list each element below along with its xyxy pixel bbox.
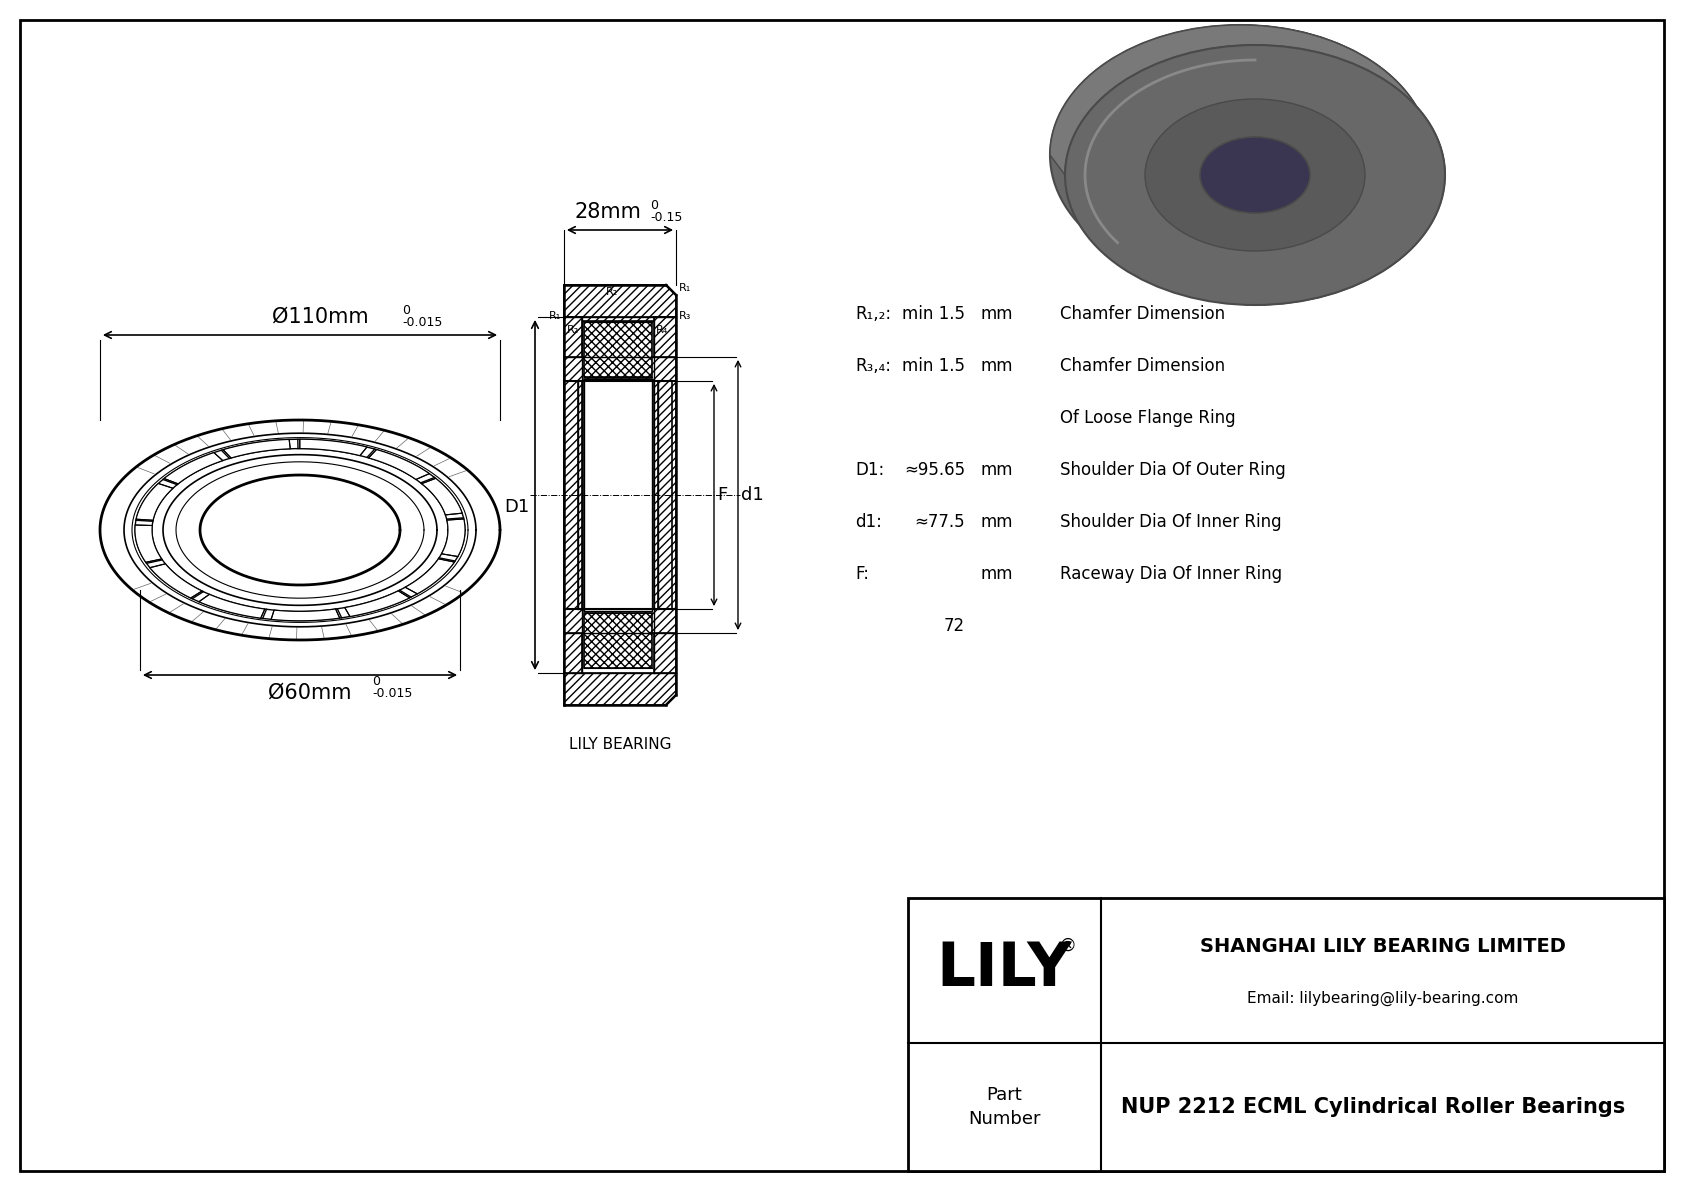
- Text: Of Loose Flange Ring: Of Loose Flange Ring: [1059, 409, 1236, 428]
- Polygon shape: [135, 525, 162, 562]
- Ellipse shape: [1051, 25, 1430, 285]
- Text: Email: lilybearing@lily-bearing.com: Email: lilybearing@lily-bearing.com: [1246, 991, 1519, 1005]
- Ellipse shape: [1064, 45, 1445, 305]
- Polygon shape: [653, 317, 675, 673]
- Text: LILY: LILY: [936, 941, 1073, 999]
- Polygon shape: [584, 613, 652, 668]
- Text: 28mm: 28mm: [574, 202, 642, 222]
- Polygon shape: [584, 379, 652, 611]
- Polygon shape: [300, 439, 367, 456]
- Polygon shape: [1051, 25, 1445, 175]
- Text: Chamfer Dimension: Chamfer Dimension: [1059, 357, 1226, 375]
- Polygon shape: [406, 559, 455, 594]
- Polygon shape: [222, 439, 290, 459]
- Text: R₃,₄:: R₃,₄:: [855, 357, 891, 375]
- Text: R₂: R₂: [568, 325, 579, 335]
- Polygon shape: [150, 563, 202, 598]
- Text: ®: ®: [1059, 937, 1076, 955]
- Text: D1: D1: [504, 498, 529, 516]
- Text: min 1.5: min 1.5: [903, 357, 965, 375]
- Text: mm: mm: [980, 357, 1012, 375]
- Text: -0.015: -0.015: [402, 316, 443, 329]
- Text: min 1.5: min 1.5: [903, 305, 965, 323]
- Bar: [584, 379, 652, 611]
- Text: Chamfer Dimension: Chamfer Dimension: [1059, 305, 1226, 323]
- Polygon shape: [564, 673, 675, 705]
- Polygon shape: [163, 453, 222, 484]
- Text: R₁: R₁: [549, 311, 561, 322]
- Text: Ø110mm: Ø110mm: [271, 307, 369, 328]
- Text: mm: mm: [980, 565, 1012, 584]
- Polygon shape: [345, 591, 409, 617]
- Text: d1: d1: [741, 486, 765, 504]
- Text: Shoulder Dia Of Inner Ring: Shoulder Dia Of Inner Ring: [1059, 513, 1282, 531]
- Ellipse shape: [1186, 117, 1295, 193]
- Text: Ø60mm: Ø60mm: [268, 682, 352, 703]
- Text: 0: 0: [650, 199, 658, 212]
- Text: R₂: R₂: [606, 287, 618, 297]
- Text: F:: F:: [855, 565, 869, 584]
- Bar: [908, 898, 1664, 1171]
- Text: D1:: D1:: [855, 461, 884, 479]
- Polygon shape: [564, 609, 675, 632]
- Polygon shape: [441, 519, 465, 556]
- Text: SHANGHAI LILY BEARING LIMITED: SHANGHAI LILY BEARING LIMITED: [1199, 936, 1566, 955]
- Text: NUP 2212 ECML Cylindrical Roller Bearings: NUP 2212 ECML Cylindrical Roller Bearing…: [1122, 1097, 1625, 1117]
- Text: 0: 0: [402, 304, 409, 317]
- Text: R₄: R₄: [657, 325, 669, 335]
- Text: -0.15: -0.15: [650, 211, 682, 224]
- Polygon shape: [658, 381, 672, 609]
- Text: LILY BEARING: LILY BEARING: [569, 737, 672, 752]
- Text: 0: 0: [372, 675, 381, 688]
- Polygon shape: [564, 285, 675, 317]
- Polygon shape: [564, 285, 675, 322]
- Text: mm: mm: [980, 305, 1012, 323]
- Ellipse shape: [1145, 99, 1366, 251]
- Text: Part
Number: Part Number: [968, 1086, 1041, 1128]
- Text: Shoulder Dia Of Outer Ring: Shoulder Dia Of Outer Ring: [1059, 461, 1287, 479]
- Text: mm: mm: [980, 461, 1012, 479]
- Text: F: F: [717, 486, 727, 504]
- Polygon shape: [136, 484, 173, 520]
- Polygon shape: [564, 357, 675, 381]
- Polygon shape: [1239, 25, 1445, 305]
- Text: ≈77.5: ≈77.5: [914, 513, 965, 531]
- Text: mm: mm: [980, 513, 1012, 531]
- Polygon shape: [199, 594, 264, 618]
- Polygon shape: [564, 381, 578, 609]
- Text: ≈95.65: ≈95.65: [904, 461, 965, 479]
- Text: -0.015: -0.015: [372, 687, 413, 700]
- Text: R₁,₂:: R₁,₂:: [855, 305, 891, 323]
- Polygon shape: [421, 479, 461, 515]
- Polygon shape: [584, 322, 652, 378]
- Text: Raceway Dia Of Inner Ring: Raceway Dia Of Inner Ring: [1059, 565, 1282, 584]
- Polygon shape: [564, 317, 583, 673]
- Text: d1:: d1:: [855, 513, 882, 531]
- Polygon shape: [369, 449, 429, 480]
- Text: R₃: R₃: [679, 311, 692, 322]
- Text: 72: 72: [943, 617, 965, 635]
- Polygon shape: [271, 609, 340, 621]
- Text: R₁: R₁: [679, 283, 690, 293]
- Ellipse shape: [1201, 137, 1310, 213]
